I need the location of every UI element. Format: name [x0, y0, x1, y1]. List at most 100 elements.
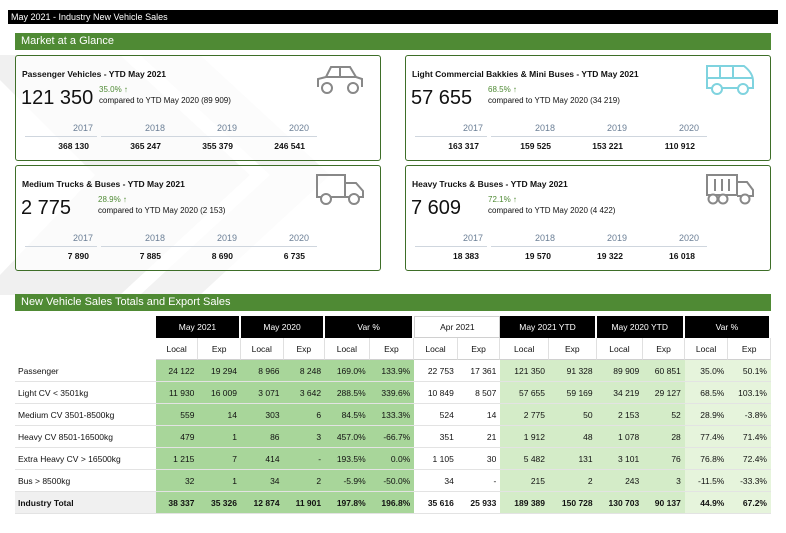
- row-label: Medium CV 3501-8500kg: [15, 404, 156, 426]
- table-row: Heavy CV 8501-16500kg 479 1 86 3 457.0% -66.7%…: [15, 426, 771, 448]
- divider: [415, 136, 487, 137]
- table-cell: 524: [414, 404, 458, 426]
- year-value: 110 912: [664, 141, 695, 151]
- table-cell: 35 616: [414, 492, 458, 514]
- table-cell: 339.6%: [369, 382, 415, 404]
- table-cell: 84.5%: [325, 404, 370, 426]
- card-compare: compared to YTD May 2020 (34 219): [488, 96, 620, 105]
- year-label: 2017: [462, 123, 483, 133]
- table-cell: 8 248: [283, 360, 326, 382]
- year-value: 7 890: [67, 251, 89, 261]
- table-cell: 1: [198, 426, 241, 448]
- table-cell: 8 966: [240, 360, 284, 382]
- table-cell: 44.9%: [684, 492, 729, 514]
- table-cell: 67.2%: [728, 492, 771, 514]
- table-cell: 10 849: [414, 382, 458, 404]
- table-cell: 3 101: [596, 448, 644, 470]
- year-label: 2019: [216, 233, 237, 243]
- year-value: 163 317: [448, 141, 479, 151]
- year-value: 159 525: [520, 141, 551, 151]
- table-cell: 215: [500, 470, 550, 492]
- table-cell: 1 078: [596, 426, 644, 448]
- card-compare: compared to YTD May 2020 (2 153): [98, 206, 226, 215]
- table-cell: 71.4%: [728, 426, 771, 448]
- table-cell: 59 169: [549, 382, 597, 404]
- year-value: 246 541: [274, 141, 305, 151]
- table-cell: 1 912: [500, 426, 550, 448]
- table-row: Light CV < 3501kg 11 930 16 009 3 071 3 642 2…: [15, 382, 771, 404]
- sub-header: Local: [596, 338, 644, 360]
- year-label: 2019: [216, 123, 237, 133]
- light-commercial-card: Light Commercial Bakkies & Mini Buses - …: [405, 55, 771, 161]
- table-cell: -: [457, 470, 501, 492]
- table-cell: 3: [643, 470, 685, 492]
- table-cell: -33.3%: [728, 470, 771, 492]
- table-cell: 57 655: [500, 382, 550, 404]
- table-cell: -11.5%: [684, 470, 729, 492]
- year-value: 365 247: [130, 141, 161, 151]
- divider: [173, 136, 245, 137]
- table-cell: 1 215: [155, 448, 199, 470]
- passenger-card: Passenger Vehicles - YTD May 2021 121 35…: [15, 55, 381, 161]
- table-cell: 14: [198, 404, 241, 426]
- card-title: Medium Trucks & Buses - YTD May 2021: [22, 179, 185, 189]
- group-header: May 2020: [240, 316, 326, 338]
- year-value: 6 735: [283, 251, 305, 261]
- table-cell: 7: [198, 448, 241, 470]
- table-cell: 150 728: [549, 492, 597, 514]
- table-cell: 3: [283, 426, 326, 448]
- year-label: 2018: [534, 233, 555, 243]
- year-value: 355 379: [202, 141, 233, 151]
- table-cell: 91 328: [549, 360, 597, 382]
- group-header: Apr 2021: [414, 316, 501, 338]
- divider: [491, 136, 563, 137]
- table-cell: 243: [596, 470, 644, 492]
- divider: [491, 246, 563, 247]
- year-label: 2019: [606, 123, 627, 133]
- table-cell: 50: [549, 404, 597, 426]
- year-value: 16 018: [669, 251, 695, 261]
- table-cell: 169.0%: [325, 360, 370, 382]
- sub-header: Local: [325, 338, 370, 360]
- table-cell: 22 753: [414, 360, 458, 382]
- table-cell: -3.8%: [728, 404, 771, 426]
- divider: [563, 246, 635, 247]
- table-cell: -50.0%: [369, 470, 415, 492]
- table-cell: 50.1%: [728, 360, 771, 382]
- sub-header-row: Local Exp Local Exp Local Exp Local Exp …: [15, 338, 771, 360]
- table-cell: 89 909: [596, 360, 644, 382]
- table-cell: 1 105: [414, 448, 458, 470]
- market-glance-header: Market at a Glance: [15, 33, 771, 50]
- card-growth: 28.9% ↑: [98, 195, 127, 204]
- year-label: 2017: [462, 233, 483, 243]
- divider: [25, 246, 97, 247]
- group-header: Var %: [684, 316, 771, 338]
- sub-header: Local: [500, 338, 550, 360]
- year-label: 2019: [606, 233, 627, 243]
- sales-totals-table: May 2021 May 2020 Var % Apr 2021 May 202…: [15, 316, 771, 514]
- table-cell: 77.4%: [684, 426, 729, 448]
- year-value: 368 130: [58, 141, 89, 151]
- group-header: Var %: [325, 316, 415, 338]
- table-cell: 60 851: [643, 360, 685, 382]
- sub-header: Local: [240, 338, 284, 360]
- table-cell: 28.9%: [684, 404, 729, 426]
- table-cell: 68.5%: [684, 382, 729, 404]
- sub-header: Exp: [369, 338, 415, 360]
- table-cell: 25 933: [457, 492, 501, 514]
- table-cell: 133.9%: [369, 360, 415, 382]
- card-value: 7 609: [411, 197, 462, 219]
- year-value: 153 221: [592, 141, 623, 151]
- table-cell: 3 642: [283, 382, 326, 404]
- year-label: 2017: [72, 233, 93, 243]
- divider: [563, 136, 635, 137]
- table-cell: 24 122: [155, 360, 199, 382]
- row-label: Bus > 8500kg: [15, 470, 156, 492]
- table-cell: 2 775: [500, 404, 550, 426]
- year-label: 2020: [288, 123, 309, 133]
- divider: [101, 136, 173, 137]
- group-header-row: May 2021 May 2020 Var % Apr 2021 May 202…: [15, 316, 771, 338]
- divider: [245, 136, 317, 137]
- report-title-bar: May 2021 - Industry New Vehicle Sales: [8, 10, 778, 24]
- table-cell: 16 009: [198, 382, 241, 404]
